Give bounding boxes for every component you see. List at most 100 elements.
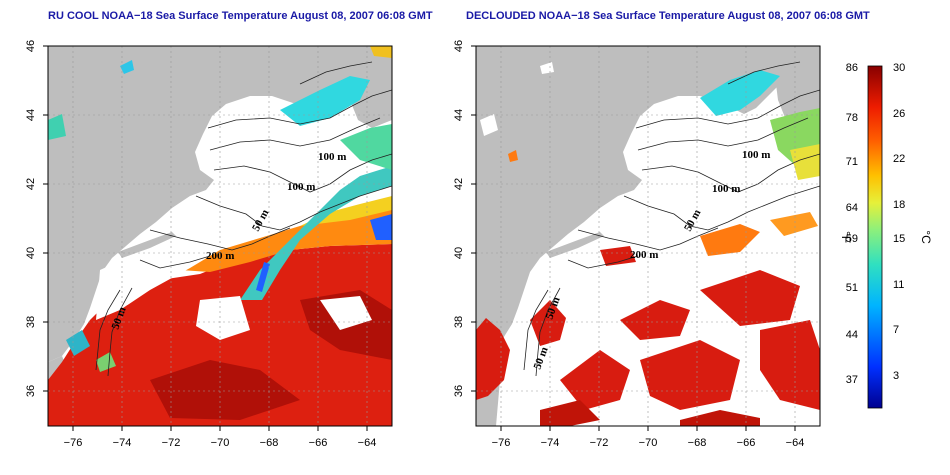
left-gridlines: [48, 46, 392, 426]
colorbar: 86 78 71 64 59 51 44 37 30 26 22 18 15 1…: [839, 62, 933, 409]
nova-scotia: [773, 46, 820, 128]
warm-water-patch: [560, 350, 630, 410]
x-tick-label: −64: [358, 437, 377, 449]
x-tick-label: −70: [639, 437, 658, 449]
warm-water-patch: [640, 340, 740, 410]
warm-water-patch: [700, 270, 800, 326]
cloud-cover: [196, 296, 250, 340]
cloud-cover: [320, 296, 372, 330]
left-map-panel: 100 m 100 m 50 m 200 m 50 m −76: [25, 40, 393, 449]
contour-label: 100 m: [318, 151, 346, 163]
celsius-tick: 26: [893, 108, 905, 120]
long-island: [118, 232, 176, 258]
celsius-tick: 3: [893, 370, 899, 382]
fahrenheit-tick: 71: [846, 156, 858, 168]
warm-speck: [508, 150, 518, 162]
fahrenheit-unit-label: °F: [839, 231, 853, 243]
right-tick-marks: [471, 45, 796, 431]
fahrenheit-tick: 51: [846, 282, 858, 294]
y-tick-label: 44: [453, 109, 465, 121]
fahrenheit-tick: 64: [846, 202, 858, 214]
warm-water-patch: [530, 300, 566, 346]
warm-water-patch: [540, 400, 600, 426]
x-tick-label: −66: [737, 437, 756, 449]
contour-label: 100 m: [742, 149, 770, 161]
right-map-panel: 100 m 100 m 50 m 200 m 50 m 50 m −76 −7: [453, 40, 821, 449]
right-map-title: DECLOUDED NOAA−18 Sea Surface Temperatur…: [466, 10, 870, 22]
inland-lake: [480, 114, 498, 136]
gulf-of-maine-water: [790, 144, 820, 180]
celsius-tick: 11: [893, 279, 904, 291]
colorbar-gradient: [867, 65, 883, 409]
x-tick-label: −72: [162, 437, 181, 449]
y-tick-label: 36: [25, 385, 37, 397]
x-tick-label: −66: [309, 437, 328, 449]
x-tick-label: −76: [492, 437, 511, 449]
cool-water-region: [280, 76, 370, 126]
cold-water-streak: [256, 262, 270, 292]
celsius-unit-label: °C: [919, 230, 933, 244]
y-tick-label: 46: [25, 40, 37, 52]
celsius-tick: 7: [893, 324, 899, 336]
warm-corner: [370, 46, 392, 58]
coastal-cool-patch: [48, 114, 66, 140]
celsius-tick: 18: [893, 199, 905, 211]
x-tick-label: −64: [786, 437, 805, 449]
isobath-contours: [95, 61, 392, 377]
celsius-tick: 22: [893, 153, 905, 165]
warm-water-patch: [680, 410, 760, 426]
celsius-tick: 15: [893, 233, 905, 245]
x-tick-label: −68: [688, 437, 707, 449]
fahrenheit-tick: 44: [846, 329, 858, 341]
cool-water-region: [700, 70, 780, 116]
x-tick-label: −74: [541, 437, 560, 449]
y-tick-label: 40: [25, 247, 37, 259]
x-tick-label: −76: [64, 437, 83, 449]
y-tick-label: 40: [453, 247, 465, 259]
contour-label: 100 m: [712, 183, 740, 195]
fahrenheit-tick: 37: [846, 374, 858, 386]
land-mass: [48, 46, 392, 362]
y-tick-label: 42: [453, 178, 465, 190]
y-tick-label: 44: [25, 109, 37, 121]
warm-water-patch: [620, 300, 690, 340]
right-gridlines: [476, 46, 820, 426]
deep-warm-patch: [150, 360, 300, 420]
long-island: [546, 232, 604, 258]
coastal-cool-patch: [96, 352, 116, 372]
gulf-of-maine-water: [340, 124, 392, 170]
warm-water-patch: [760, 320, 820, 410]
x-tick-label: −68: [260, 437, 279, 449]
cold-water-streak: [370, 214, 392, 240]
shelf-break-warm: [770, 212, 818, 236]
right-map-content: [476, 46, 820, 426]
left-map-title: RU COOL NOAA−18 Sea Surface Temperature …: [48, 10, 433, 22]
shelf-break-warm: [700, 224, 760, 256]
fahrenheit-tick: 59: [846, 233, 858, 245]
contour-label: 200 m: [630, 249, 658, 261]
contour-label: 100 m: [287, 181, 315, 193]
nova-scotia: [345, 46, 392, 128]
left-map-content: [48, 46, 392, 426]
y-tick-label: 38: [453, 316, 465, 328]
y-tick-label: 38: [25, 316, 37, 328]
isobath-contours: [523, 61, 820, 377]
warm-water-patch: [600, 246, 636, 266]
cloud-cover: [96, 236, 220, 320]
fahrenheit-tick: 78: [846, 112, 858, 124]
fahrenheit-tick: 86: [846, 62, 858, 74]
cloud-cover: [220, 130, 330, 196]
x-tick-label: −70: [211, 437, 230, 449]
y-tick-label: 46: [453, 40, 465, 52]
celsius-tick: 30: [893, 62, 905, 74]
x-tick-label: −72: [590, 437, 609, 449]
cool-water-region: [240, 166, 392, 300]
coastal-cool-patch: [66, 330, 90, 356]
left-tick-marks: [43, 45, 368, 431]
y-tick-label: 42: [25, 178, 37, 190]
inland-lake: [540, 62, 554, 74]
y-tick-label: 36: [453, 385, 465, 397]
cool-speckle: [120, 60, 134, 74]
warm-water-patch: [476, 318, 510, 400]
